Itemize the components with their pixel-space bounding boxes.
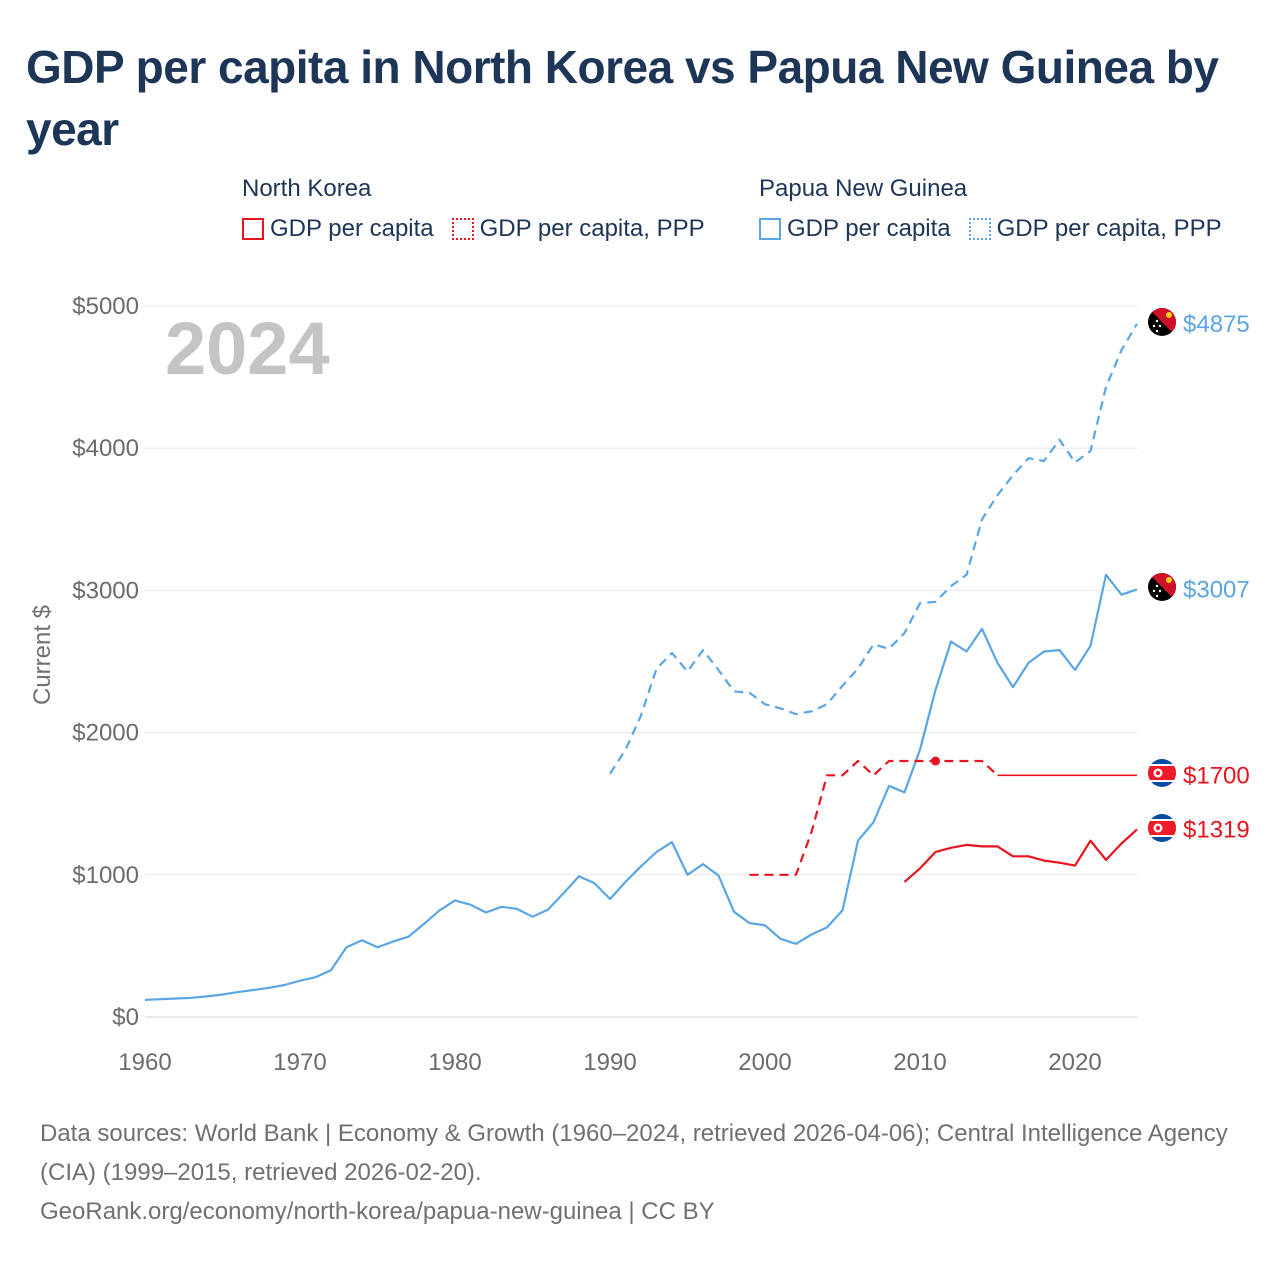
y-tick-label: $3000 [72,577,139,604]
year-watermark: 2024 [165,307,330,390]
papua-new-guinea-flag-icon [1148,308,1176,336]
credit-link[interactable]: GeoRank.org/economy/north-korea/papua-ne… [40,1198,715,1225]
end-value-label: $3007 [1183,576,1250,603]
series-line-north-korea-gdp-per-capita-ppp [749,759,999,876]
legend-item-label: GDP per capita [787,215,951,242]
data-point-marker [931,756,940,766]
legend-swatch-solid [242,218,264,240]
legend-item-label: GDP per capita, PPP [479,215,705,242]
chart-footer: Data sources: World Bank | Economy & Gro… [40,1114,1240,1231]
legend-item-label: GDP per capita [270,215,434,242]
north-korea-flag-icon [1148,759,1176,787]
series-line-north-korea-gdp-per-capita [903,828,1138,883]
y-tick-label: $4000 [72,435,139,462]
legend-swatch-solid [759,218,781,240]
y-tick-label: $2000 [72,720,139,747]
end-value-label: $4875 [1183,311,1250,338]
legend-item-north-korea-gdp[interactable]: GDP per capita [242,214,434,244]
y-tick-label: $5000 [72,293,139,320]
legend-country-label: North Korea [242,175,372,202]
legend-country-label: Papua New Guinea [759,175,968,202]
legend-item-label: GDP per capita, PPP [996,215,1222,242]
north-korea-flag-icon [1148,814,1176,842]
end-value-label: $1700 [1183,762,1250,789]
series-line-papua-new-guinea-gdp-per-capita [144,573,1138,1001]
series-line-papua-new-guinea-gdp-per-capita-ppp [609,323,1138,775]
x-tick-label: 2010 [893,1049,946,1076]
papua-new-guinea-flag-icon [1148,573,1176,601]
legend-swatch-dotted [451,218,474,240]
x-tick-label: 1970 [273,1049,326,1076]
x-tick-label: 2000 [738,1049,791,1076]
chart-title: GDP per capita in North Korea vs Papua N… [26,41,1219,155]
legend-item-north-korea-gdp-ppp[interactable]: GDP per capita, PPP [451,214,705,244]
x-tick-label: 2020 [1048,1049,1101,1076]
end-value-label: $1319 [1183,816,1250,843]
legend-item-png-gdp[interactable]: GDP per capita [759,214,951,244]
legend-group-papua-new-guinea: Papua New Guinea GDP per capita GDP per … [759,172,1222,244]
y-tick-label: $1000 [72,862,139,889]
legend-swatch-dotted [968,218,991,240]
x-tick-label: 1990 [583,1049,636,1076]
y-axis-title: Current $ [29,605,56,705]
data-sources: Data sources: World Bank | Economy & Gro… [40,1120,1228,1186]
legend-group-north-korea: North Korea GDP per capita GDP per capit… [242,172,705,244]
y-tick-label: $0 [112,1004,139,1031]
x-tick-label: 1960 [118,1049,171,1076]
x-tick-label: 1980 [428,1049,481,1076]
legend-item-png-gdp-ppp[interactable]: GDP per capita, PPP [968,214,1222,244]
